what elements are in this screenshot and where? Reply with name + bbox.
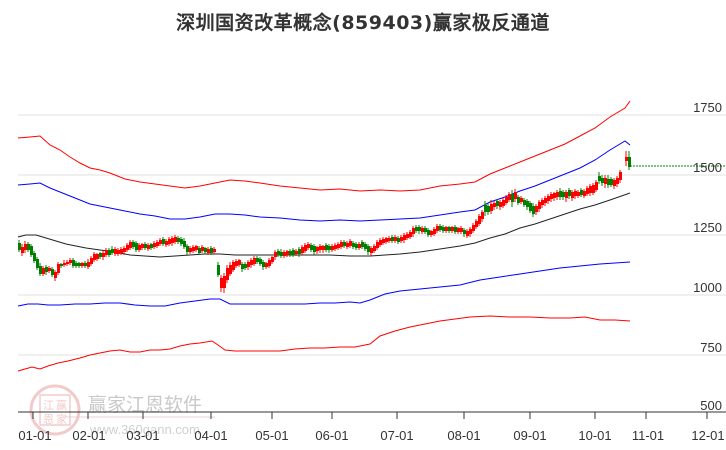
svg-text:11-01: 11-01 [632,428,664,443]
watermark: 江 赢 恩 家 [29,384,81,436]
lower-inner-band [17,261,631,307]
svg-text:04-01: 04-01 [194,428,227,443]
svg-text:07-01: 07-01 [380,428,413,443]
watermark-brand: 赢家江恩软件 [88,394,202,416]
svg-text:1500: 1500 [693,160,722,175]
svg-text:09-01: 09-01 [513,428,546,443]
x-axis-ticks [32,412,708,419]
y-axis-labels: 1750 1500 1250 1000 750 500 [693,100,722,413]
candlesticks [18,151,631,293]
svg-text:500: 500 [700,398,722,413]
upper-outer-band [17,100,631,192]
x-axis-labels: 01-01 02-01 03-01 04-01 05-01 06-01 07-0… [18,428,724,443]
gridlines [18,114,726,356]
svg-text:1000: 1000 [693,280,722,295]
svg-text:08-01: 08-01 [447,428,480,443]
svg-text:家: 家 [56,412,67,426]
chart-title: 深圳国资改革概念(859403)赢家极反通道 [176,12,550,34]
svg-text:10-01: 10-01 [578,428,611,443]
svg-text:750: 750 [700,340,722,355]
svg-text:12-01: 12-01 [691,428,724,443]
watermark-url: www.360gann.com [89,422,200,437]
lower-outer-band [17,315,631,372]
svg-text:1250: 1250 [693,220,722,235]
svg-text:02-01: 02-01 [72,428,105,443]
svg-text:03-01: 03-01 [126,428,159,443]
svg-text:江: 江 [43,399,54,412]
svg-text:赢: 赢 [56,398,67,412]
upper-inner-band [17,140,631,222]
svg-text:1750: 1750 [693,100,722,115]
svg-text:恩: 恩 [43,413,54,426]
svg-text:05-01: 05-01 [255,428,288,443]
svg-text:06-01: 06-01 [315,428,348,443]
svg-text:01-01: 01-01 [18,428,51,443]
